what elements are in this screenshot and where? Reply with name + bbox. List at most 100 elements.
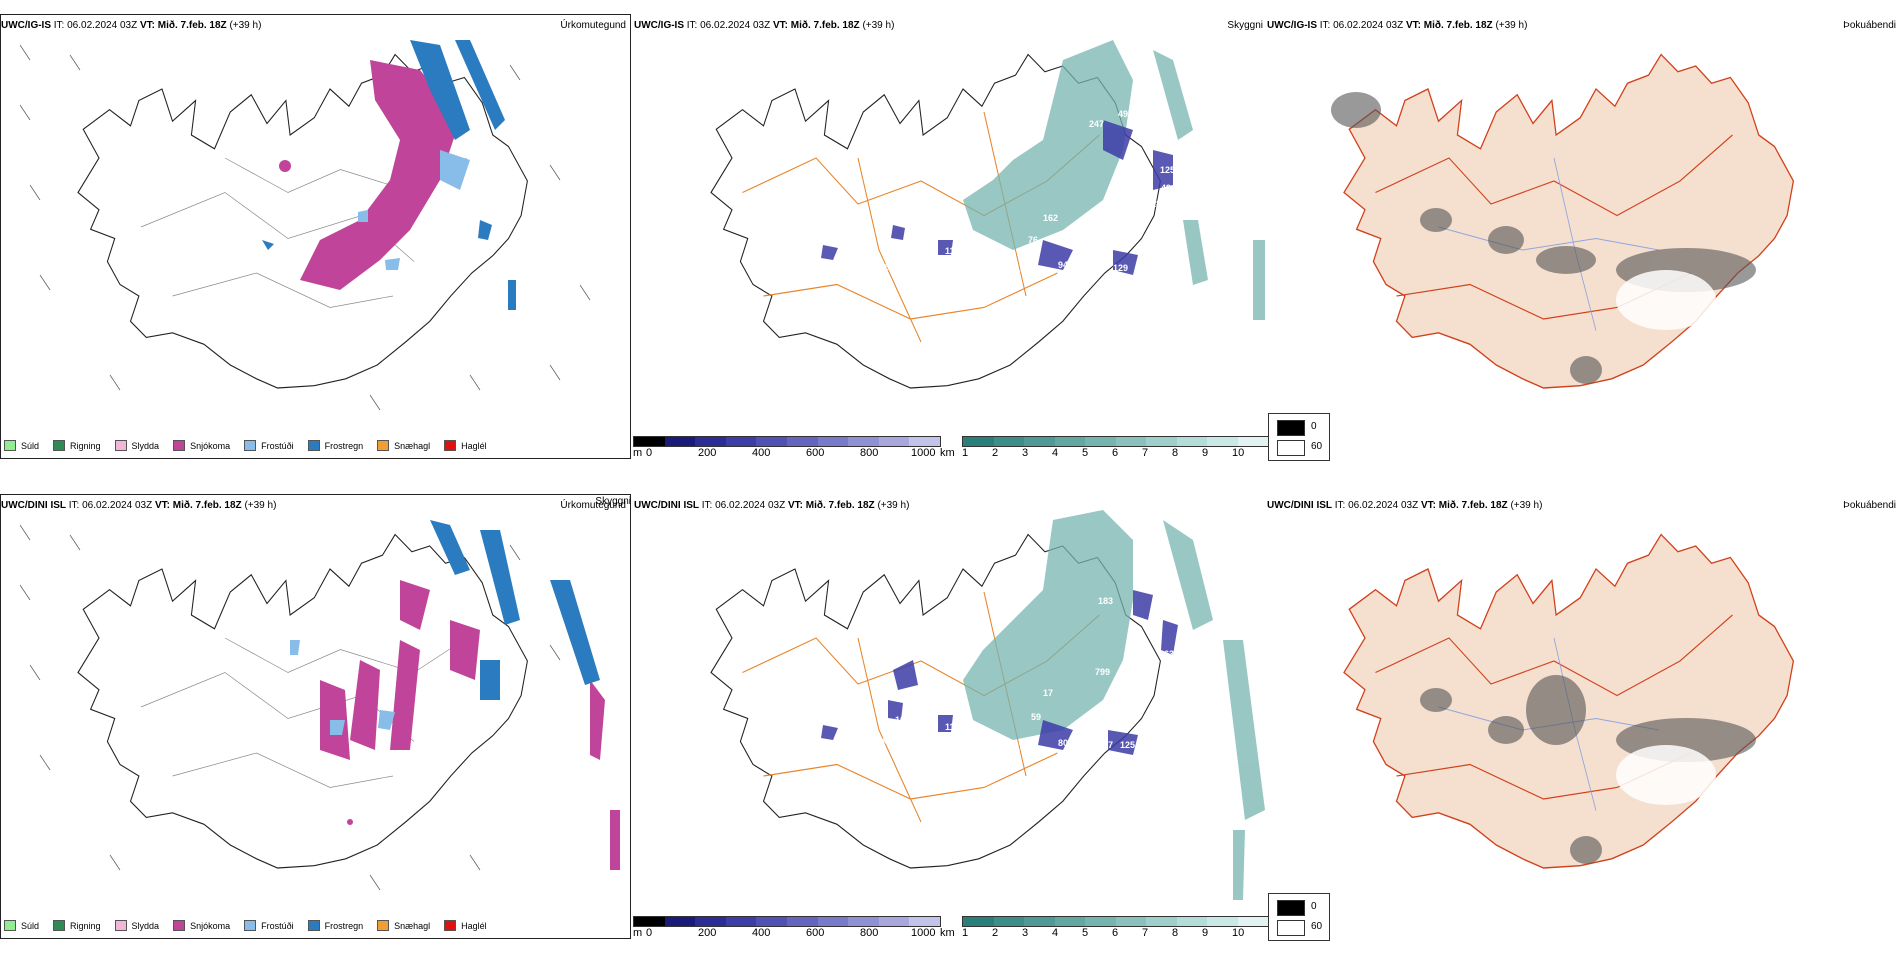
fog-legend-swatch-high	[1277, 420, 1305, 436]
cloud-value-label: 80	[1058, 738, 1068, 748]
legend-swatch-haglel	[444, 920, 457, 931]
ceiling-colorbar	[633, 916, 941, 927]
fog-legend-swatch-low	[1277, 920, 1305, 936]
legend-item: Snæhagl	[377, 440, 430, 451]
cloud-value-label: 121	[1143, 619, 1158, 629]
cloud-value-label: 12	[895, 241, 905, 251]
panel-title: UWC/IG-IS IT: 06.02.2024 03Z VT: Mið. 7.…	[1267, 20, 1528, 31]
cloud-value-label: 76	[1028, 235, 1038, 245]
precip-legend: Súld Rigning Slydda Snjókoma Frostúði Fr…	[4, 440, 487, 451]
fog-panel-row1: UWC/IG-IS IT: 06.02.2024 03Z VT: Mið. 7.…	[1266, 0, 1898, 476]
legend-item: Haglél	[444, 920, 487, 931]
cloud-value-label: 116	[875, 262, 890, 272]
panel-title: UWC/IG-IS IT: 06.02.2024 03Z VT: Mið. 7.…	[634, 20, 895, 31]
legend-item: Súld	[4, 440, 39, 451]
legend-swatch-frostudi	[244, 440, 257, 451]
cloud-value-label: 125	[1120, 740, 1135, 750]
panel-title: UWC/DINI ISL IT: 06.02.2024 03Z VT: Mið.…	[1, 500, 277, 511]
legend-swatch-frostregn	[307, 440, 320, 451]
map-frame	[0, 494, 631, 939]
legend-swatch-frostudi	[244, 920, 257, 931]
panel-type-label: Skyggni	[595, 496, 631, 507]
precip-map	[19, 40, 591, 411]
cloud-value-label: 26	[1163, 663, 1173, 673]
legend-swatch-haglel	[444, 440, 457, 451]
legend-swatch-slydda	[114, 920, 127, 931]
fog-map	[1343, 533, 1795, 869]
cloud-value-label: 247	[1089, 119, 1104, 129]
cloud-value-label: 182	[1107, 241, 1122, 251]
cloud-value-label: 94	[1058, 260, 1068, 270]
legend-item: Rigning	[53, 440, 101, 451]
cloud-value-label: 112	[945, 722, 960, 732]
panel-type-label: Úrkomutegund	[560, 20, 626, 31]
legend-item: Slydda	[114, 440, 159, 451]
fog-legend-swatch-high	[1277, 900, 1305, 916]
legend-swatch-frostregn	[307, 920, 320, 931]
cloud-map: 183 121 63 26 30 799 17 59 134 109 104 1…	[710, 510, 1265, 900]
precip-panel-row2: UWC/DINI ISL IT: 06.02.2024 03Z VT: Mið.…	[0, 480, 632, 956]
precip-legend: Súld Rigning Slydda Snjókoma Frostúði Fr…	[4, 920, 487, 931]
cloud-map: 497 247 114 125 49 35 18 162 76 112 12 1…	[710, 40, 1265, 389]
fog-legend-box: 0 60	[1268, 413, 1330, 461]
legend-swatch-snaehagl	[377, 920, 390, 931]
panel-title: UWC/DINI ISL IT: 06.02.2024 03Z VT: Mið.…	[1267, 500, 1543, 511]
legend-swatch-snaehagl	[377, 440, 390, 451]
cloud-value-label: 18	[1151, 199, 1161, 209]
cloud-value-label: 183	[1098, 596, 1113, 606]
panel-type-label: Úrkomutegund	[560, 500, 626, 511]
cloud-value-label: 112	[945, 246, 960, 256]
cloud-value-label: 30	[1158, 679, 1168, 689]
panel-type-label: Þokuábendi	[1843, 20, 1896, 31]
cloud-value-label: 497	[1118, 109, 1133, 119]
legend-swatch-sud	[4, 440, 16, 451]
legend-item: Frostregn	[307, 440, 363, 451]
precip-map	[19, 520, 620, 891]
cloud-value-label: 49	[1161, 183, 1171, 193]
panel-title: UWC/DINI ISL IT: 06.02.2024 03Z VT: Mið.…	[634, 500, 910, 511]
ceiling-colorbar	[633, 436, 941, 447]
legend-item: Slydda	[114, 920, 159, 931]
legend-item: Snjókoma	[173, 920, 230, 931]
legend-item: Snæhagl	[377, 920, 430, 931]
cloud-value-label: 129	[1113, 263, 1128, 273]
legend-item: Frostúði	[244, 920, 294, 931]
cloud-value-label: 109	[895, 715, 910, 725]
panel-type-label: Skyggni	[1227, 20, 1263, 31]
fog-legend-box: 0 60	[1268, 893, 1330, 941]
cloud-value-label: 134	[1109, 712, 1124, 722]
fog-panel-row2: UWC/DINI ISL IT: 06.02.2024 03Z VT: Mið.…	[1266, 480, 1898, 956]
legend-swatch-sud	[4, 920, 16, 931]
cloud-panel-row2: UWC/DINI ISL IT: 06.02.2024 03Z VT: Mið.…	[595, 480, 1265, 956]
legend-swatch-slydda	[114, 440, 127, 451]
cloud-value-label: 177	[1098, 740, 1113, 750]
precip-panel-row1: UWC/IG-IS IT: 06.02.2024 03Z VT: Mið. 7.…	[0, 0, 632, 476]
legend-item: Frostúði	[244, 440, 294, 451]
cloud-value-label: 17	[1043, 688, 1053, 698]
cloud-value-label: 134	[1015, 742, 1030, 752]
cloud-value-label: 114	[1143, 135, 1158, 145]
visibility-colorbar	[962, 916, 1269, 927]
fog-legend-swatch-low	[1277, 440, 1305, 456]
cloud-value-label: 104	[875, 737, 890, 747]
legend-swatch-snjokoma	[173, 440, 186, 451]
visibility-colorbar	[962, 436, 1269, 447]
legend-item: Rigning	[53, 920, 101, 931]
cloud-value-label: 162	[1043, 213, 1058, 223]
cloud-value-label: 125	[1160, 165, 1175, 175]
legend-item: Súld	[4, 920, 39, 931]
cloud-value-label: 63	[1164, 649, 1174, 659]
map-frame	[0, 14, 631, 459]
legend-swatch-rigning	[53, 920, 66, 931]
cloud-value-label: 185	[1015, 264, 1030, 274]
fog-map	[1331, 53, 1795, 389]
cloud-value-label: 59	[1031, 712, 1041, 722]
legend-swatch-rigning	[53, 440, 66, 451]
legend-item: Snjókoma	[173, 440, 230, 451]
legend-item: Haglél	[444, 440, 487, 451]
panel-type-label: Þokuábendi	[1843, 500, 1896, 511]
legend-item: Frostregn	[307, 920, 363, 931]
cloud-panel-row1: UWC/IG-IS IT: 06.02.2024 03Z VT: Mið. 7.…	[633, 0, 1265, 476]
cloud-value-label: 35	[1181, 181, 1191, 191]
legend-swatch-snjokoma	[173, 920, 186, 931]
